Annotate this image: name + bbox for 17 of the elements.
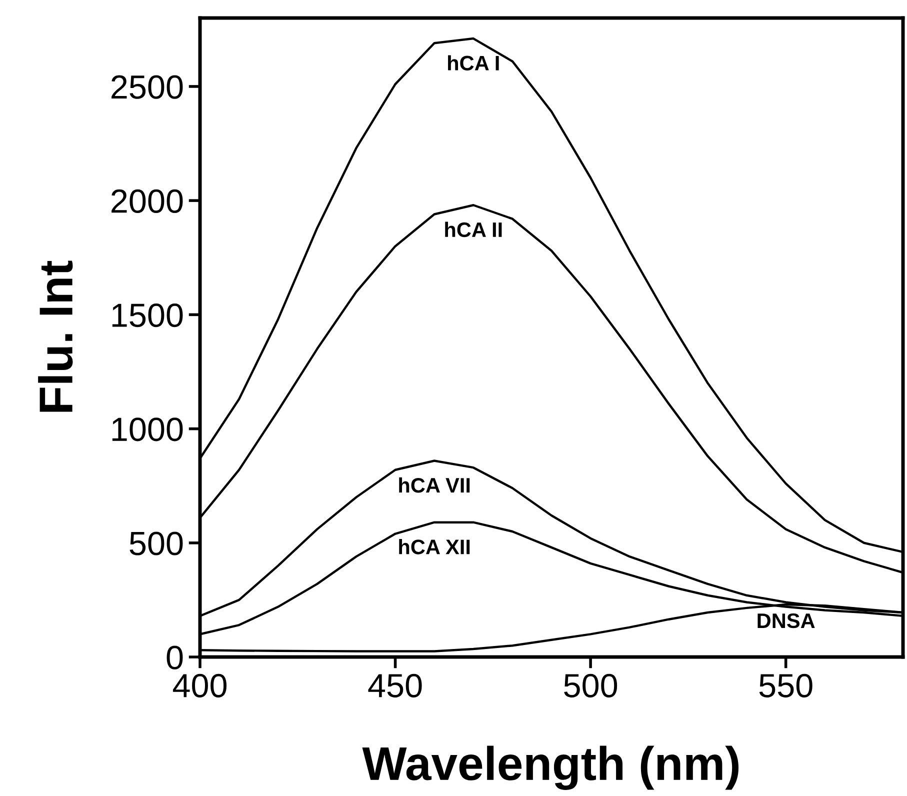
y-axis-title: Flu. Int xyxy=(38,260,73,412)
y-tick-label: 0 xyxy=(166,646,183,670)
y-tick-label: 2500 xyxy=(112,75,183,99)
series-label: hCA VII xyxy=(399,477,470,493)
series-label: hCA I xyxy=(448,55,499,71)
y-tick-label: 1500 xyxy=(112,303,183,328)
series-label: hCA II xyxy=(445,222,502,238)
x-tick-label: 400 xyxy=(172,674,227,698)
y-tick-label: 1000 xyxy=(112,418,183,442)
series-label: DNSA xyxy=(758,613,815,628)
series-label: hCA XII xyxy=(399,539,470,554)
x-tick-label: 550 xyxy=(759,674,812,698)
x-axis-title: Wavelength (nm) xyxy=(362,746,738,790)
y-tick-label: 2000 xyxy=(112,189,183,213)
x-tick-label: 450 xyxy=(368,674,422,698)
y-tick-label: 500 xyxy=(130,532,183,556)
x-tick-label: 500 xyxy=(564,674,618,698)
